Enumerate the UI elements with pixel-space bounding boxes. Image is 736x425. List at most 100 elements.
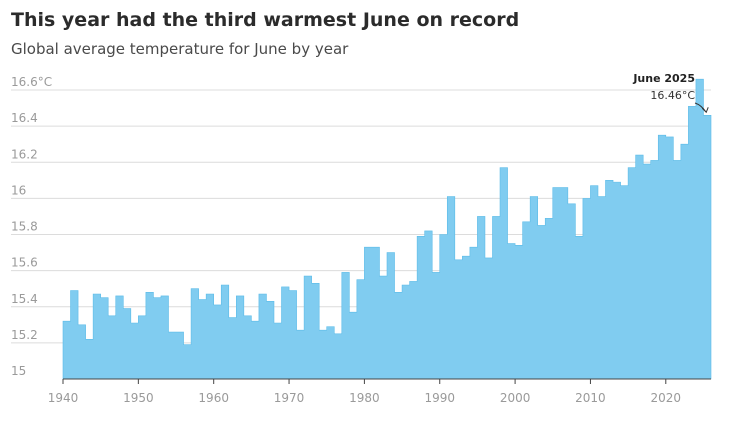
year-bar bbox=[387, 253, 395, 379]
year-bar bbox=[334, 334, 342, 379]
x-tick-label: 1970 bbox=[274, 391, 305, 405]
year-bar bbox=[606, 180, 614, 379]
year-bar bbox=[184, 345, 192, 379]
annotation-label: June 2025 bbox=[632, 72, 695, 85]
year-bar bbox=[500, 168, 508, 379]
year-bar bbox=[568, 204, 576, 379]
year-bar bbox=[462, 256, 470, 379]
year-bar bbox=[168, 332, 176, 379]
year-bar bbox=[176, 332, 184, 379]
x-axis: 1940 1950 1960 1970 1980 1990 2000 2010 2020 bbox=[48, 378, 711, 405]
year-bar bbox=[666, 137, 674, 379]
year-bar bbox=[244, 316, 252, 379]
x-tick-label: 2000 bbox=[500, 391, 531, 405]
year-bar bbox=[116, 296, 124, 379]
year-bar bbox=[123, 309, 131, 379]
year-bar bbox=[101, 298, 109, 379]
year-bar bbox=[395, 292, 403, 379]
year-bar bbox=[658, 135, 666, 379]
year-bar bbox=[108, 316, 116, 379]
year-bar bbox=[485, 258, 493, 379]
year-bar bbox=[553, 188, 561, 379]
annotation: June 2025 16.46°C bbox=[632, 72, 709, 114]
year-bar bbox=[613, 182, 621, 379]
chart-subtitle: Global average temperature for June by y… bbox=[11, 40, 349, 58]
y-tick-label: 16 bbox=[11, 183, 26, 197]
year-bar bbox=[432, 272, 440, 379]
y-tick-label: 16.2 bbox=[11, 147, 38, 161]
year-bar bbox=[515, 245, 523, 379]
year-bar bbox=[357, 280, 365, 379]
year-bar bbox=[410, 281, 418, 379]
year-bar bbox=[643, 164, 651, 379]
year-bar bbox=[477, 216, 485, 379]
year-bar bbox=[417, 236, 425, 379]
year-bar bbox=[282, 287, 290, 379]
year-bar bbox=[319, 330, 327, 379]
year-bar bbox=[545, 218, 553, 379]
year-bar bbox=[289, 290, 297, 379]
year-bar bbox=[251, 321, 259, 379]
year-bar bbox=[327, 327, 335, 379]
annotation-arrow bbox=[694, 102, 709, 114]
year-bar bbox=[342, 272, 350, 379]
year-bar bbox=[206, 294, 214, 379]
year-bar bbox=[492, 216, 500, 379]
year-bar bbox=[508, 244, 516, 379]
year-bar bbox=[575, 236, 583, 379]
year-bar bbox=[696, 79, 704, 379]
year-bar bbox=[138, 316, 146, 379]
year-bar bbox=[131, 323, 139, 379]
year-bar bbox=[425, 231, 433, 379]
year-bar bbox=[229, 318, 237, 379]
year-bar bbox=[63, 321, 71, 379]
year-bar bbox=[304, 276, 312, 379]
year-bar bbox=[146, 292, 154, 379]
year-bar bbox=[651, 160, 659, 379]
y-tick-label: 15.4 bbox=[11, 292, 38, 306]
year-bar bbox=[688, 106, 696, 379]
year-bar bbox=[364, 247, 372, 379]
year-bar bbox=[703, 115, 711, 379]
year-bar bbox=[221, 285, 229, 379]
year-bar bbox=[78, 325, 86, 379]
year-bar bbox=[259, 294, 267, 379]
year-bar bbox=[402, 285, 410, 379]
year-bar bbox=[628, 168, 636, 379]
y-tick-label: 15 bbox=[11, 364, 26, 378]
year-bar bbox=[440, 235, 448, 380]
y-tick-label: 15.2 bbox=[11, 328, 38, 342]
year-bar bbox=[199, 300, 207, 379]
y-tick-label: 15.8 bbox=[11, 220, 38, 234]
x-tick-label: 1950 bbox=[123, 391, 154, 405]
year-bar bbox=[673, 160, 681, 379]
year-bar bbox=[590, 186, 598, 379]
year-bar bbox=[560, 188, 568, 379]
year-bar bbox=[583, 198, 591, 379]
year-bar bbox=[636, 155, 644, 379]
year-bar bbox=[470, 247, 478, 379]
area-series bbox=[62, 78, 712, 380]
x-tick-label: 2020 bbox=[651, 391, 682, 405]
year-bar bbox=[379, 276, 387, 379]
annotation-value: 16.46°C bbox=[650, 89, 695, 102]
chart-title: This year had the third warmest June on … bbox=[11, 9, 520, 31]
year-bar bbox=[266, 301, 274, 379]
x-tick-label: 1940 bbox=[48, 391, 79, 405]
year-bar bbox=[214, 305, 222, 379]
year-bar bbox=[71, 290, 79, 379]
year-bar bbox=[455, 260, 463, 379]
year-bar bbox=[274, 323, 282, 379]
year-bar bbox=[372, 247, 380, 379]
year-bar bbox=[530, 197, 538, 379]
year-bar bbox=[681, 144, 689, 379]
x-tick-label: 1960 bbox=[198, 391, 229, 405]
y-tick-label: 15.6 bbox=[11, 256, 38, 270]
x-tick-label: 1980 bbox=[349, 391, 380, 405]
x-tick-label: 2010 bbox=[575, 391, 606, 405]
temperature-area bbox=[62, 78, 712, 380]
year-bar bbox=[297, 330, 305, 379]
year-bar bbox=[349, 312, 357, 379]
year-bar bbox=[236, 296, 244, 379]
